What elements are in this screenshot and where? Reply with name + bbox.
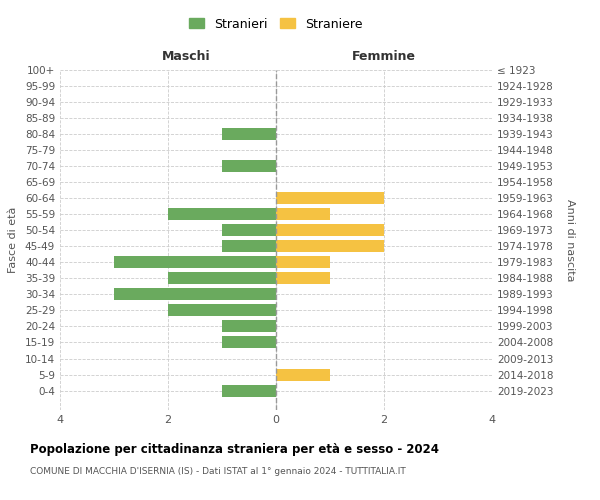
Bar xyxy=(222,384,276,396)
Bar xyxy=(276,240,384,252)
Bar xyxy=(222,128,276,140)
Text: Popolazione per cittadinanza straniera per età e sesso - 2024: Popolazione per cittadinanza straniera p… xyxy=(30,442,439,456)
Bar xyxy=(222,336,276,348)
Text: COMUNE DI MACCHIA D'ISERNIA (IS) - Dati ISTAT al 1° gennaio 2024 - TUTTITALIA.IT: COMUNE DI MACCHIA D'ISERNIA (IS) - Dati … xyxy=(30,468,406,476)
Legend: Stranieri, Straniere: Stranieri, Straniere xyxy=(185,14,367,34)
Bar xyxy=(222,224,276,236)
Bar xyxy=(114,256,276,268)
Bar xyxy=(276,208,330,220)
Bar xyxy=(168,208,276,220)
Bar xyxy=(276,224,384,236)
Bar xyxy=(276,368,330,380)
Bar xyxy=(276,272,330,284)
Bar xyxy=(222,320,276,332)
Y-axis label: Anni di nascita: Anni di nascita xyxy=(565,198,575,281)
Bar xyxy=(276,256,330,268)
Bar xyxy=(168,304,276,316)
Y-axis label: Fasce di età: Fasce di età xyxy=(8,207,18,273)
Text: Femmine: Femmine xyxy=(352,50,416,62)
Bar xyxy=(168,272,276,284)
Bar xyxy=(222,160,276,172)
Bar xyxy=(276,192,384,204)
Bar xyxy=(222,240,276,252)
Bar xyxy=(114,288,276,300)
Text: Maschi: Maschi xyxy=(161,50,211,62)
